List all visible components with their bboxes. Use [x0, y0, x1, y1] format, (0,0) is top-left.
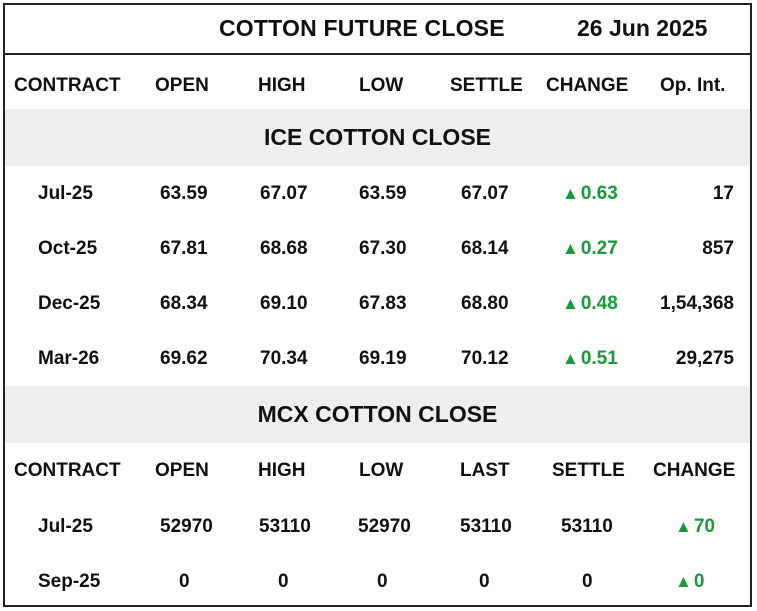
- low-cell: 63.59: [359, 183, 407, 204]
- open-interest-cell: 1,54,368: [660, 293, 734, 314]
- page-title: COTTON FUTURE CLOSE: [219, 15, 505, 41]
- open-cell: 67.81: [160, 238, 208, 259]
- low-cell: 67.83: [359, 293, 407, 314]
- last-cell: 53110: [460, 516, 512, 537]
- triangle-up-icon: ▲: [562, 349, 579, 368]
- change-value: 0.27: [580, 238, 618, 259]
- contract-cell: Jul-25: [38, 516, 93, 537]
- table-row: Jul-25 63.59 67.07 63.59 67.07 ▲ 0.63 17: [5, 166, 750, 221]
- triangle-up-icon: ▲: [562, 239, 579, 258]
- high-cell: 70.34: [260, 348, 308, 369]
- ice-section-title: ICE COTTON CLOSE: [5, 109, 750, 166]
- col-header-low: LOW: [359, 460, 404, 481]
- table-row: Jul-25 52970 53110 52970 53110 53110 ▲ 70: [5, 499, 750, 554]
- settle-cell: 67.07: [461, 183, 509, 204]
- change-value: 0.51: [580, 348, 618, 369]
- cotton-future-table: COTTON FUTURE CLOSE 26 Jun 2025 CONTRACT…: [3, 3, 752, 607]
- col-header-high: HIGH: [258, 75, 306, 96]
- open-cell: 52970: [160, 516, 213, 537]
- change-value: 70: [693, 516, 715, 537]
- col-header-settle: SETTLE: [450, 75, 523, 96]
- triangle-up-icon: ▲: [675, 517, 692, 536]
- change-value: 0.48: [580, 293, 618, 314]
- col-header-open: OPEN: [155, 460, 209, 481]
- ice-column-headers: CONTRACT OPEN HIGH LOW SETTLE CHANGE Op.…: [5, 58, 750, 113]
- settle-cell: 0: [582, 571, 593, 592]
- change-value: 0.63: [580, 183, 618, 204]
- change-value: 0: [693, 571, 705, 592]
- change-cell: ▲ 0.51: [562, 331, 618, 386]
- open-cell: 63.59: [160, 183, 208, 204]
- contract-cell: Sep-25: [38, 571, 101, 592]
- contract-cell: Mar-26: [38, 348, 100, 369]
- table-row: Mar-26 69.62 70.34 69.19 70.12 ▲ 0.51 29,…: [5, 331, 750, 386]
- change-cell: ▲ 70: [675, 499, 715, 554]
- col-header-settle: SETTLE: [552, 460, 625, 481]
- low-cell: 0: [377, 571, 388, 592]
- col-header-open: OPEN: [155, 75, 209, 96]
- low-cell: 69.19: [359, 348, 407, 369]
- col-header-change: CHANGE: [653, 460, 736, 481]
- settle-cell: 68.80: [461, 293, 509, 314]
- settle-cell: 53110: [561, 516, 613, 537]
- open-cell: 68.34: [160, 293, 208, 314]
- change-cell: ▲ 0.48: [562, 276, 618, 331]
- table-row: Sep-25 0 0 0 0 0 ▲ 0: [5, 554, 750, 609]
- high-cell: 53110: [259, 516, 311, 537]
- high-cell: 68.68: [260, 238, 308, 259]
- col-header-last: LAST: [460, 460, 510, 481]
- title-bar: COTTON FUTURE CLOSE 26 Jun 2025: [5, 5, 750, 55]
- high-cell: 69.10: [260, 293, 308, 314]
- report-date: 26 Jun 2025: [577, 15, 708, 41]
- col-header-change: CHANGE: [546, 75, 629, 96]
- low-cell: 52970: [358, 516, 411, 537]
- open-interest-cell: 17: [712, 183, 734, 204]
- last-cell: 0: [479, 571, 490, 592]
- open-interest-cell: 857: [702, 238, 734, 259]
- col-header-low: LOW: [359, 75, 404, 96]
- change-cell: ▲ 0.63: [562, 166, 618, 221]
- mcx-section-title: MCX COTTON CLOSE: [5, 386, 750, 443]
- open-cell: 0: [179, 571, 190, 592]
- triangle-up-icon: ▲: [675, 572, 692, 591]
- contract-cell: Oct-25: [38, 238, 98, 259]
- contract-cell: Dec-25: [38, 293, 101, 314]
- change-cell: ▲ 0: [675, 554, 704, 609]
- settle-cell: 70.12: [461, 348, 509, 369]
- table-row: Dec-25 68.34 69.10 67.83 68.80 ▲ 0.48 1,5…: [5, 276, 750, 331]
- contract-cell: Jul-25: [38, 183, 93, 204]
- settle-cell: 68.14: [461, 238, 509, 259]
- table-row: Oct-25 67.81 68.68 67.30 68.14 ▲ 0.27 857: [5, 221, 750, 276]
- open-cell: 69.62: [160, 348, 208, 369]
- high-cell: 0: [278, 571, 289, 592]
- col-header-open-interest: Op. Int.: [660, 75, 726, 96]
- low-cell: 67.30: [359, 238, 407, 259]
- open-interest-cell: 29,275: [675, 348, 734, 369]
- triangle-up-icon: ▲: [562, 184, 579, 203]
- high-cell: 67.07: [260, 183, 308, 204]
- col-header-high: HIGH: [258, 460, 306, 481]
- triangle-up-icon: ▲: [562, 294, 579, 313]
- col-header-contract: CONTRACT: [14, 460, 121, 481]
- mcx-column-headers: CONTRACT OPEN HIGH LOW LAST SETTLE CHANG…: [5, 443, 750, 498]
- change-cell: ▲ 0.27: [562, 221, 618, 276]
- col-header-contract: CONTRACT: [14, 75, 121, 96]
